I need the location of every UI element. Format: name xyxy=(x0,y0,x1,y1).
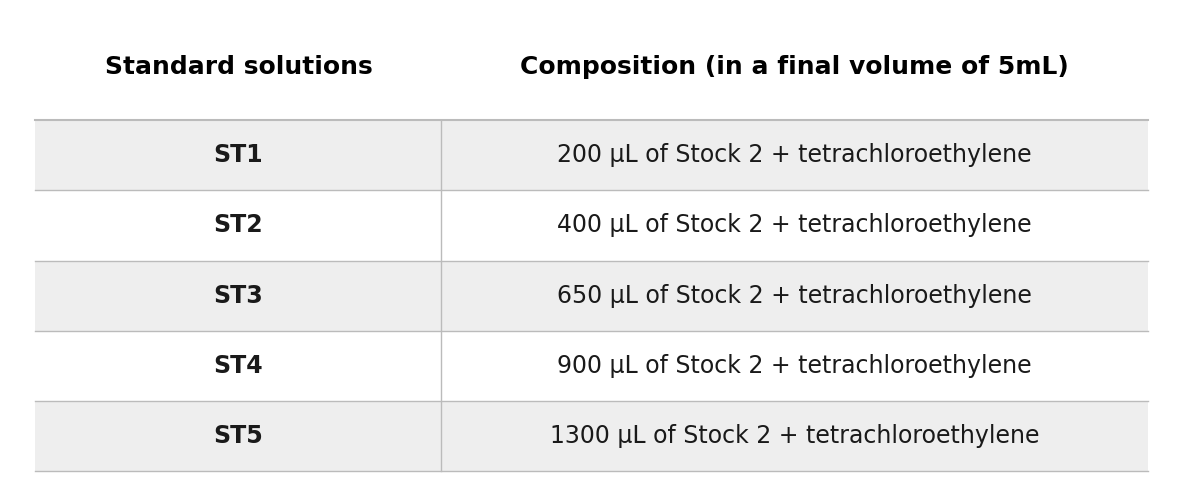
Text: ST3: ST3 xyxy=(214,284,264,308)
Text: Standard solutions: Standard solutions xyxy=(104,55,373,79)
Text: 900 μL of Stock 2 + tetrachloroethylene: 900 μL of Stock 2 + tetrachloroethylene xyxy=(557,354,1032,378)
Bar xyxy=(35,191,1148,260)
Bar xyxy=(35,120,1148,191)
Text: 650 μL of Stock 2 + tetrachloroethylene: 650 μL of Stock 2 + tetrachloroethylene xyxy=(557,284,1032,308)
Bar xyxy=(35,401,1148,471)
Text: ST5: ST5 xyxy=(214,424,264,448)
Text: ST4: ST4 xyxy=(214,354,264,378)
Bar xyxy=(35,260,1148,331)
Text: 200 μL of Stock 2 + tetrachloroethylene: 200 μL of Stock 2 + tetrachloroethylene xyxy=(557,143,1032,167)
Text: ST2: ST2 xyxy=(214,213,264,238)
Text: Composition (in a final volume of 5mL): Composition (in a final volume of 5mL) xyxy=(521,55,1068,79)
Bar xyxy=(35,331,1148,401)
Text: 1300 μL of Stock 2 + tetrachloroethylene: 1300 μL of Stock 2 + tetrachloroethylene xyxy=(550,424,1039,448)
Text: 400 μL of Stock 2 + tetrachloroethylene: 400 μL of Stock 2 + tetrachloroethylene xyxy=(557,213,1032,238)
Text: ST1: ST1 xyxy=(214,143,264,167)
Bar xyxy=(35,15,1148,120)
